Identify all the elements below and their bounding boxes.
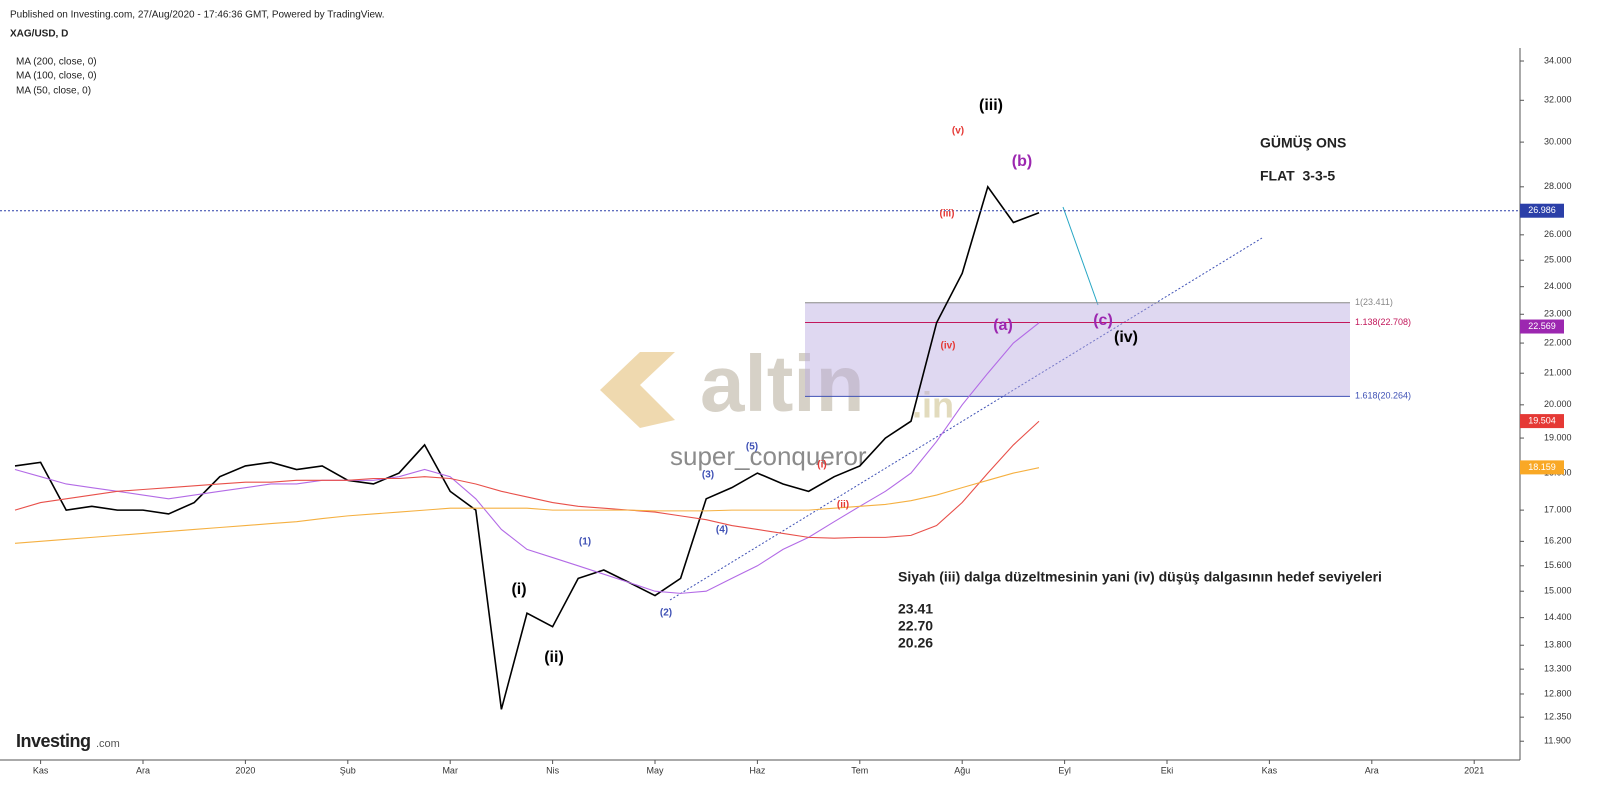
y-tick-label: 32.000: [1544, 95, 1572, 105]
projection-line: [1062, 206, 1099, 306]
x-tick-label: 2020: [235, 765, 255, 775]
y-tick-label: 24.000: [1544, 281, 1572, 291]
y-tick-label: 28.000: [1544, 181, 1572, 191]
y-tick-label: 15.000: [1544, 586, 1572, 596]
ma-line: [14, 420, 1040, 539]
y-tick-label: 23.000: [1544, 309, 1572, 319]
y-tick-label: 21.000: [1544, 368, 1572, 378]
indicator: MA (100, close, 0): [16, 71, 97, 82]
indicator: MA (200, close, 0): [16, 57, 97, 68]
y-tick-label: 12.800: [1544, 688, 1572, 698]
last-badge-label: 22.569: [1528, 321, 1556, 331]
fib-label: 1.138(22.708): [1355, 317, 1411, 327]
last-badge: [1520, 460, 1564, 475]
y-tick-label: 20.000: [1544, 399, 1572, 409]
wave-label: (iv): [941, 341, 956, 352]
y-tick-label: 13.300: [1544, 664, 1572, 674]
ma-line: [14, 467, 1040, 544]
watermark-author: super_conqueror: [670, 441, 867, 471]
y-tick-label: 11.900: [1544, 736, 1571, 746]
fib-label: 1.618(20.264): [1355, 391, 1411, 401]
last-badge-label: 26.986: [1528, 205, 1556, 215]
y-tick-label: 30.000: [1544, 136, 1572, 146]
y-tick-label: 17.000: [1544, 504, 1572, 514]
last-badge: [1520, 414, 1564, 429]
x-tick-label: Nis: [546, 765, 559, 775]
x-tick-label: May: [646, 765, 664, 775]
wave-label: (5): [746, 442, 758, 453]
y-tick-label: 15.600: [1544, 560, 1572, 570]
target: 20.26: [898, 635, 933, 651]
wave-label: (1): [579, 537, 591, 548]
wave-label: (ii): [837, 500, 849, 511]
x-tick-label: Kas: [33, 765, 49, 775]
watermark-logo: [600, 352, 675, 428]
x-tick-label: Eyl: [1058, 765, 1071, 775]
wave-label: (iii): [979, 97, 1003, 114]
x-tick-label: Kas: [1262, 765, 1278, 775]
target: 22.70: [898, 618, 933, 634]
y-tick-label: 12.350: [1544, 712, 1572, 722]
chart-title: GÜMÜŞ ONS: [1260, 135, 1346, 151]
x-tick-label: Haz: [749, 765, 766, 775]
x-tick-label: Ara: [136, 765, 150, 775]
y-tick-label: 19.000: [1544, 432, 1572, 442]
y-tick-label: 22.000: [1544, 337, 1572, 347]
wave-label: (iv): [1114, 329, 1138, 346]
y-tick-label: 34.000: [1544, 55, 1572, 65]
wave-label: (ii): [544, 649, 564, 666]
x-tick-label: 2021: [1464, 765, 1484, 775]
x-tick-label: Şub: [340, 765, 356, 775]
logo-suffix: .com: [96, 738, 120, 750]
fib-label: 1(23.411): [1355, 297, 1393, 307]
target: 23.41: [898, 601, 933, 617]
wave-label: (v): [952, 126, 964, 137]
ma-line: [14, 322, 1040, 594]
x-tick-label: Ağu: [954, 765, 970, 775]
last-badge-label: 18.159: [1528, 462, 1556, 472]
logo: Investing: [16, 731, 91, 751]
x-tick-label: Eki: [1161, 765, 1174, 775]
fib-zone: [805, 302, 1350, 397]
last-badge: [1520, 203, 1564, 218]
y-tick-label: 13.800: [1544, 640, 1572, 650]
wave-label: (4): [716, 525, 728, 536]
symbol: XAG/USD, D: [10, 29, 68, 40]
wave-label: (iii): [940, 209, 955, 220]
indicator: MA (50, close, 0): [16, 86, 91, 97]
note: Siyah (iii) dalga düzeltmesinin yani (iv…: [898, 569, 1382, 585]
wave-label: (a): [993, 317, 1013, 334]
y-tick-label: 25.000: [1544, 255, 1572, 265]
published: Published on Investing.com, 27/Aug/2020 …: [10, 10, 385, 21]
wave-label: (b): [1012, 153, 1032, 170]
wave-label: (2): [660, 608, 672, 619]
wave-label: (c): [1093, 312, 1113, 329]
last-badge: [1520, 319, 1564, 334]
wave-label: (i): [511, 581, 526, 598]
x-tick-label: Tem: [851, 765, 868, 775]
last-badge-label: 19.504: [1528, 415, 1556, 425]
wave-label: (i): [817, 460, 826, 471]
y-tick-label: 26.000: [1544, 229, 1572, 239]
chart-subtitle: FLAT 3-3-5: [1260, 168, 1335, 184]
x-tick-label: Ara: [1365, 765, 1379, 775]
x-tick-label: Mar: [442, 765, 458, 775]
watermark: altin: [700, 339, 864, 428]
wave-label: (3): [702, 470, 714, 481]
y-tick-label: 14.400: [1544, 612, 1572, 622]
price-line: [14, 185, 1040, 710]
y-tick-label: 16.200: [1544, 536, 1572, 546]
